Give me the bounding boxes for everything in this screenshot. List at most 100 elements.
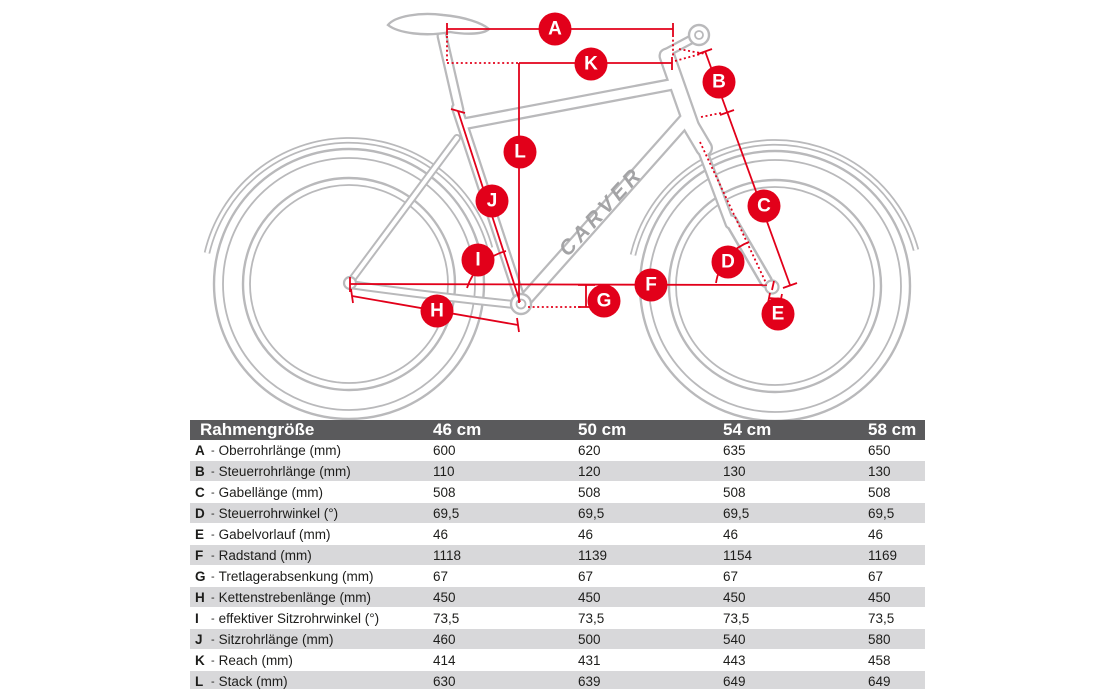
value-cell: 508: [431, 481, 576, 503]
dim-label-A: A: [538, 12, 572, 46]
value-cell: 450: [866, 586, 925, 608]
row-label-cell: I - effektiver Sitzrohrwinkel (°): [190, 607, 431, 629]
value-cell: 67: [576, 565, 721, 587]
saddle: [386, 12, 491, 36]
value-cell: 650: [866, 440, 925, 461]
value-cell: 69,5: [431, 502, 576, 524]
row-measure-name: Oberrohrlänge (mm): [218, 442, 341, 458]
value-cell: 580: [866, 628, 925, 650]
dim-label-C: C: [747, 189, 781, 223]
value-cell: 130: [866, 460, 925, 482]
value-cell: 508: [576, 481, 721, 503]
row-label-cell: F - Radstand (mm): [190, 544, 431, 566]
row-measure-name: Radstand (mm): [218, 547, 312, 563]
row-measure-name: Stack (mm): [218, 673, 288, 689]
row-label-cell: J - Sitzrohrlänge (mm): [190, 628, 431, 650]
row-letter: A: [195, 442, 205, 458]
row-separator: -: [211, 570, 215, 583]
value-cell: 649: [866, 670, 925, 689]
value-cell: 46: [866, 523, 925, 545]
row-letter: G: [195, 568, 206, 584]
row-separator: -: [211, 591, 215, 604]
row-letter: E: [195, 526, 205, 542]
row-letter: L: [195, 673, 204, 689]
row-label-cell: K - Reach (mm): [190, 649, 431, 671]
value-cell: 67: [721, 565, 866, 587]
row-separator: -: [211, 654, 215, 667]
row-measure-name: Gabellänge (mm): [218, 484, 323, 500]
row-separator: -: [211, 444, 215, 457]
row-letter: C: [195, 484, 205, 500]
value-cell: 73,5: [576, 607, 721, 629]
value-cell: 1169: [866, 544, 925, 566]
dim-label-F: F: [634, 268, 668, 302]
dim-label-J: J: [475, 184, 509, 218]
row-label-cell: E - Gabelvorlauf (mm): [190, 523, 431, 545]
value-cell: 500: [576, 628, 721, 650]
value-cell: 635: [721, 440, 866, 461]
row-measure-name: effektiver Sitzrohrwinkel (°): [218, 610, 380, 626]
row-separator: -: [211, 465, 215, 478]
value-cell: 73,5: [431, 607, 576, 629]
header-size-label: Rahmengröße: [190, 420, 431, 440]
row-separator: -: [211, 633, 215, 646]
table-row: K - Reach (mm) 414 431 443 458: [190, 649, 925, 671]
row-separator: -: [211, 507, 215, 520]
row-measure-name: Gabelvorlauf (mm): [218, 526, 331, 542]
value-cell: 431: [576, 649, 721, 671]
table-row: C - Gabellänge (mm) 508 508 508 508: [190, 481, 925, 503]
value-cell: 450: [576, 586, 721, 608]
row-separator: -: [211, 549, 215, 562]
table-row: L - Stack (mm) 630 639 649 649: [190, 670, 925, 689]
value-cell: 69,5: [576, 502, 721, 524]
value-cell: 1139: [576, 544, 721, 566]
table-row: H - Kettenstrebenlänge (mm) 450 450 450 450: [190, 586, 925, 608]
value-cell: 69,5: [866, 502, 925, 524]
value-cell: 458: [866, 649, 925, 671]
value-cell: 46: [431, 523, 576, 545]
table-row: B - Steuerrohrlänge (mm) 110 120 130 130: [190, 460, 925, 482]
value-cell: 450: [721, 586, 866, 608]
row-letter: J: [195, 631, 203, 647]
value-cell: 450: [431, 586, 576, 608]
row-label-cell: B - Steuerrohrlänge (mm): [190, 460, 431, 482]
row-label-cell: L - Stack (mm): [190, 670, 431, 689]
value-cell: 46: [576, 523, 721, 545]
header-col-50: 50 cm: [576, 420, 721, 440]
header-col-46: 46 cm: [431, 420, 576, 440]
header-col-58: 58 cm: [866, 420, 925, 440]
row-letter: H: [195, 589, 205, 605]
table-row: J - Sitzrohrlänge (mm) 460 500 540 580: [190, 628, 925, 650]
dim-label-K: K: [574, 47, 608, 81]
geometry-table-body: A - Oberrohrlänge (mm) 600 620 635 650 B - Steuer…: [190, 440, 925, 689]
dim-label-H: H: [420, 294, 454, 328]
value-cell: 46: [721, 523, 866, 545]
row-label-cell: G - Tretlagerabsenkung (mm): [190, 565, 431, 587]
row-label-cell: A - Oberrohrlänge (mm): [190, 440, 431, 461]
row-letter: F: [195, 547, 204, 563]
value-cell: 110: [431, 460, 576, 482]
value-cell: 649: [721, 670, 866, 689]
table-header-row: Rahmengröße 46 cm 50 cm 54 cm 58 cm: [190, 420, 925, 440]
row-label-cell: C - Gabellänge (mm): [190, 481, 431, 503]
value-cell: 1154: [721, 544, 866, 566]
row-letter: B: [195, 463, 205, 479]
dim-label-D: D: [711, 245, 745, 279]
row-letter: K: [195, 652, 205, 668]
row-measure-name: Tretlagerabsenkung (mm): [218, 568, 374, 584]
value-cell: 1118: [431, 544, 576, 566]
row-measure-name: Kettenstrebenlänge (mm): [218, 589, 371, 605]
value-cell: 414: [431, 649, 576, 671]
dim-label-I: I: [461, 243, 495, 277]
value-cell: 69,5: [721, 502, 866, 524]
row-measure-name: Sitzrohrlänge (mm): [218, 631, 334, 647]
value-cell: 620: [576, 440, 721, 461]
value-cell: 130: [721, 460, 866, 482]
value-cell: 600: [431, 440, 576, 461]
value-cell: 443: [721, 649, 866, 671]
geometry-table: Rahmengröße 46 cm 50 cm 54 cm 58 cm A - Ob…: [190, 420, 925, 689]
dim-label-G: G: [587, 284, 621, 318]
row-measure-name: Steuerrohrlänge (mm): [218, 463, 351, 479]
row-separator: -: [211, 528, 215, 541]
